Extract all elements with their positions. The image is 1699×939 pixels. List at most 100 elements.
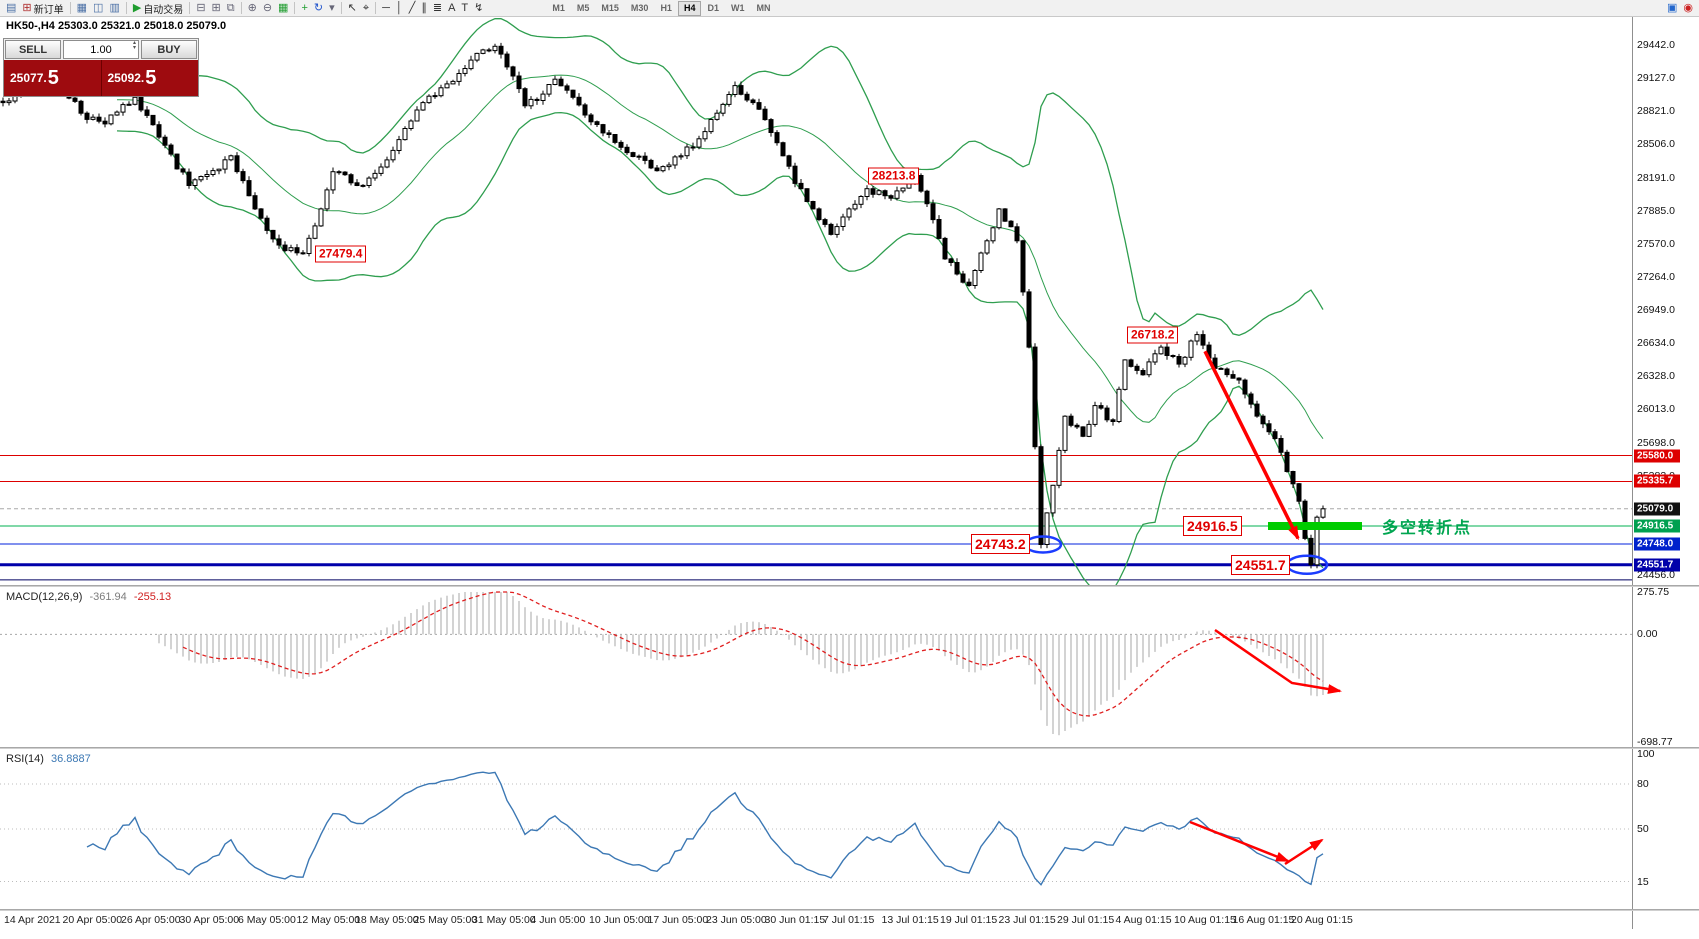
alerts-icon[interactable]: ◉ [1680,1,1696,16]
candle-body [1104,407,1110,421]
candle-body [252,195,258,210]
candle-body [606,132,612,136]
candle-body [1140,370,1146,376]
main-price-chart[interactable] [0,17,1632,585]
timeframe-h1-button[interactable]: H1 [660,2,672,13]
volume-down-icon[interactable]: ▾ [132,45,136,51]
timeframe-m1-button[interactable]: M1 [552,2,565,13]
price-marker-24551.7: 24551.7 [1634,558,1680,572]
timeframe-m15-button[interactable]: M15 [601,2,619,13]
volume-up-icon[interactable]: ▴ [132,40,136,46]
crosshair-icon[interactable]: ⌖ [360,1,372,16]
candle-body [780,142,786,157]
fibonacci-icon[interactable]: ≣ [430,1,445,16]
candle-body [294,247,300,254]
candle-body [306,237,312,255]
new-order-button[interactable]: ⊞ 新订单 [19,1,66,16]
time-axis-label: 12 May 05:00 [296,914,361,926]
trendline-icon: ╱ [408,2,416,14]
candle-body [678,155,684,158]
time-axis-label: 4 Jun 05:00 [530,914,586,926]
timeframe-h4-button[interactable]: H4 [677,0,702,16]
macd-label: MACD(12,26,9) -361.94 -255.13 [6,591,171,603]
volume-spin-buttons[interactable]: ▴ ▾ [132,40,136,51]
arrows-tool-icon[interactable]: ↯ [471,1,486,16]
candle-body [0,100,6,104]
panel-splitter[interactable] [0,585,1699,587]
volume-value[interactable]: 1.00 [90,43,112,56]
candle-body [726,94,732,105]
candle-body [918,175,924,192]
toolbar-separator [340,2,342,14]
candle-body [132,96,138,105]
text-tool-icon[interactable]: A [445,1,458,16]
timeframe-w1-button[interactable]: W1 [730,2,745,13]
indicators-add-icon[interactable]: + [298,1,310,16]
templates-dropdown-icon[interactable]: ▾ [326,1,338,16]
candle-body [720,103,726,114]
time-axis-label: 25 May 05:00 [413,914,478,926]
candle-body [630,152,636,158]
panel-splitter[interactable] [0,747,1699,749]
price-axis-label: 28506.0 [1637,138,1675,151]
sell-button[interactable]: SELL [5,40,61,59]
timeframe-toolbar: M1 M5 M15 M30 H1 H4 D1 W1 MN [546,0,776,16]
timeframe-d1-button[interactable]: D1 [707,2,719,13]
rsi-indicator-panel [0,771,1632,886]
period-refresh-icon[interactable]: ↻ [311,1,326,16]
time-axis[interactable]: 14 Apr 2021 20 Apr 05:00 26 Apr 05:00 30 Ap… [0,911,1632,929]
candle-body [864,188,870,197]
zoom-out-icon: ⊖ [262,2,273,14]
price-axis-label: 24456.0 [1637,569,1675,581]
tile-vertical-icon[interactable]: ⊞ [209,1,224,16]
text-label-icon[interactable]: T [458,1,471,16]
price-axis[interactable]: 29442.0 29127.0 28821.0 28506.0 28191.0 27885… [1632,17,1699,929]
candle-body [1116,388,1122,422]
community-icon[interactable]: ▣ [1664,1,1680,16]
bollinger-middle-band [116,74,1324,439]
auto-trading-button[interactable]: ▶ 自动交易 [130,1,186,16]
timeframe-m5-button[interactable]: M5 [576,2,590,13]
candle-body [744,93,750,101]
vertical-line-icon[interactable]: │ [393,1,406,16]
volume-stepper[interactable]: 1.00 ▴ ▾ [63,40,139,59]
cascade-windows-icon[interactable]: ⧉ [224,1,238,16]
buy-price-button[interactable]: 25092. 5 [100,60,199,96]
candle-body [636,155,642,158]
candle-body [756,102,762,110]
candle-body [588,114,594,123]
timeframe-m30-button[interactable]: M30 [630,2,649,13]
candle-body [192,179,198,187]
crosshair-icon: ⌖ [362,2,370,14]
candle-body [384,159,390,168]
main-toolbar: ▤ ⊞ 新订单 ▦ ◫ ▥ ▶ 自动交易 ⊟ ⊞ ⧉ ⊕ ⊖ ▦ + ↻ ▾ ↖ ⌖ ─ │ ╱ ∥ ≣ A T ↯ M1 M5 M15… [0,0,1699,17]
zoom-out-icon[interactable]: ⊖ [260,1,275,16]
terminal-icon[interactable]: ▥ [106,1,122,16]
candle-body [930,203,936,221]
candle-body [210,170,216,176]
tile-vertical-icon: ⊞ [211,2,221,14]
timeframe-mn-button[interactable]: MN [756,2,771,13]
tile-horizontal-icon[interactable]: ⊟ [193,1,208,16]
horizontal-line-icon[interactable]: ─ [379,1,393,16]
panel-splitter[interactable] [0,909,1699,911]
candle-body [1272,431,1278,440]
buy-button[interactable]: BUY [141,40,197,59]
candle-body [456,73,462,82]
market-watch-icon[interactable]: ▤ [3,1,19,16]
zoom-in-icon[interactable]: ⊕ [245,1,260,16]
candle-body [624,146,630,154]
candle-body [696,138,702,148]
rsi-arrow [1284,838,1324,866]
charts-bar-icon[interactable]: ▦ [74,1,90,16]
profiles-icon[interactable]: ◫ [90,1,106,16]
candle-body [168,144,174,155]
price-axis-label: 28191.0 [1637,171,1675,184]
trendline-icon[interactable]: ╱ [406,1,419,16]
candle-body [1014,226,1020,242]
grid-toggle-icon[interactable]: ▦ [275,1,291,16]
channel-icon[interactable]: ∥ [418,1,430,16]
cursor-icon[interactable]: ↖ [345,1,360,16]
sell-price-button[interactable]: 25077. 5 [4,60,101,96]
candle-body [828,223,834,235]
